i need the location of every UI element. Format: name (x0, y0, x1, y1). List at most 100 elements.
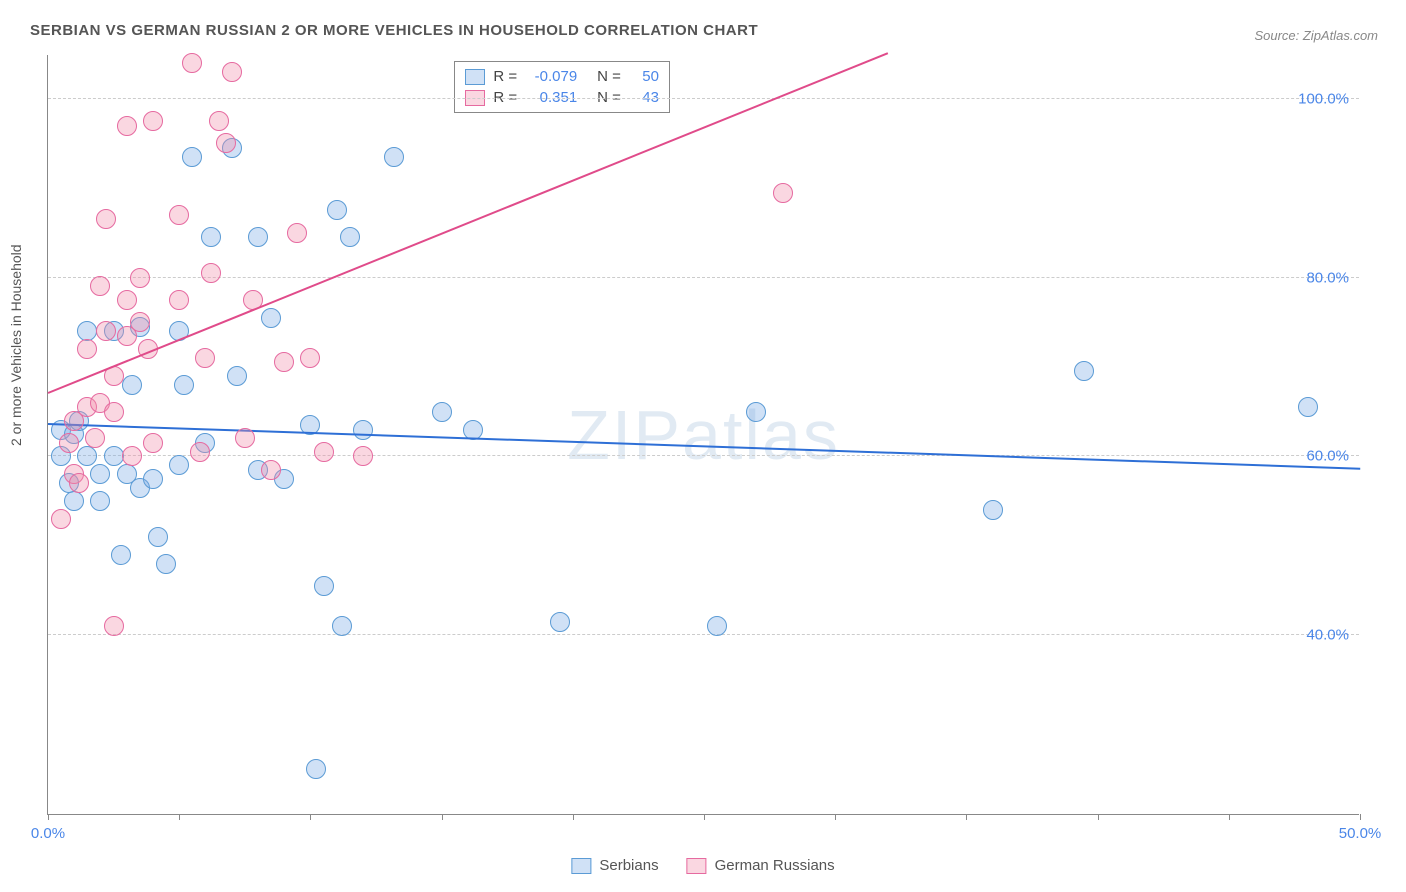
x-tick (966, 814, 967, 820)
data-point (195, 348, 215, 368)
x-tick (1360, 814, 1361, 820)
data-point (148, 527, 168, 547)
data-point (130, 268, 150, 288)
x-tick (1098, 814, 1099, 820)
data-point (235, 428, 255, 448)
watermark: ZIPatlas (567, 395, 840, 475)
data-point (143, 469, 163, 489)
legend-swatch (571, 858, 591, 874)
data-point (130, 312, 150, 332)
gridline (48, 634, 1359, 635)
data-point (261, 308, 281, 328)
data-point (169, 290, 189, 310)
data-point (85, 428, 105, 448)
data-point (432, 402, 452, 422)
chart-title: SERBIAN VS GERMAN RUSSIAN 2 OR MORE VEHI… (30, 22, 758, 39)
data-point (182, 53, 202, 73)
data-point (156, 554, 176, 574)
data-point (201, 227, 221, 247)
y-axis-label: 2 or more Vehicles in Household (8, 244, 24, 446)
legend-swatch (687, 858, 707, 874)
y-tick-label: 100.0% (1298, 90, 1349, 107)
data-point (169, 205, 189, 225)
scatter-plot: ZIPatlas R = -0.079N = 50R = 0.351N = 43… (47, 55, 1359, 815)
data-point (287, 223, 307, 243)
data-point (248, 227, 268, 247)
data-point (340, 227, 360, 247)
y-tick-label: 60.0% (1306, 448, 1349, 465)
stat-r-value: -0.079 (525, 68, 577, 85)
legend-swatch (465, 69, 485, 85)
data-point (174, 375, 194, 395)
data-point (104, 616, 124, 636)
data-point (64, 491, 84, 511)
data-point (550, 612, 570, 632)
data-point (90, 491, 110, 511)
data-point (169, 455, 189, 475)
y-tick-label: 40.0% (1306, 627, 1349, 644)
data-point (122, 446, 142, 466)
legend-item: Serbians (571, 857, 658, 874)
legend-label: Serbians (599, 857, 658, 874)
data-point (332, 616, 352, 636)
correlation-legend: R = -0.079N = 50R = 0.351N = 43 (454, 61, 670, 113)
x-tick (573, 814, 574, 820)
data-point (90, 276, 110, 296)
data-point (96, 321, 116, 341)
data-point (143, 111, 163, 131)
data-point (51, 509, 71, 529)
data-point (104, 446, 124, 466)
stat-label: R = (493, 68, 517, 85)
data-point (261, 460, 281, 480)
data-point (384, 147, 404, 167)
data-point (274, 352, 294, 372)
data-point (69, 473, 89, 493)
data-point (111, 545, 131, 565)
data-point (707, 616, 727, 636)
legend-item: German Russians (687, 857, 835, 874)
gridline (48, 455, 1359, 456)
data-point (96, 209, 116, 229)
x-tick (310, 814, 311, 820)
x-tick-label: 50.0% (1339, 825, 1382, 842)
source-label: Source: ZipAtlas.com (1254, 28, 1378, 43)
x-tick (1229, 814, 1230, 820)
data-point (300, 348, 320, 368)
data-point (353, 446, 373, 466)
x-tick-label: 0.0% (31, 825, 65, 842)
data-point (216, 133, 236, 153)
data-point (746, 402, 766, 422)
data-point (227, 366, 247, 386)
data-point (77, 339, 97, 359)
data-point (353, 420, 373, 440)
data-point (209, 111, 229, 131)
x-tick (442, 814, 443, 820)
data-point (314, 576, 334, 596)
x-tick (48, 814, 49, 820)
data-point (143, 433, 163, 453)
stat-n-value: 50 (629, 68, 659, 85)
data-point (314, 442, 334, 462)
data-point (182, 147, 202, 167)
data-point (222, 62, 242, 82)
data-point (77, 446, 97, 466)
x-tick (704, 814, 705, 820)
data-point (117, 116, 137, 136)
data-point (327, 200, 347, 220)
data-point (201, 263, 221, 283)
data-point (90, 464, 110, 484)
gridline (48, 277, 1359, 278)
legend-stats-row: R = -0.079N = 50 (465, 66, 659, 87)
data-point (117, 290, 137, 310)
legend-label: German Russians (715, 857, 835, 874)
y-tick-label: 80.0% (1306, 269, 1349, 286)
data-point (983, 500, 1003, 520)
data-point (1074, 361, 1094, 381)
data-point (59, 433, 79, 453)
data-point (190, 442, 210, 462)
data-point (104, 402, 124, 422)
series-legend: Serbians German Russians (571, 857, 834, 874)
data-point (773, 183, 793, 203)
x-tick (835, 814, 836, 820)
data-point (1298, 397, 1318, 417)
